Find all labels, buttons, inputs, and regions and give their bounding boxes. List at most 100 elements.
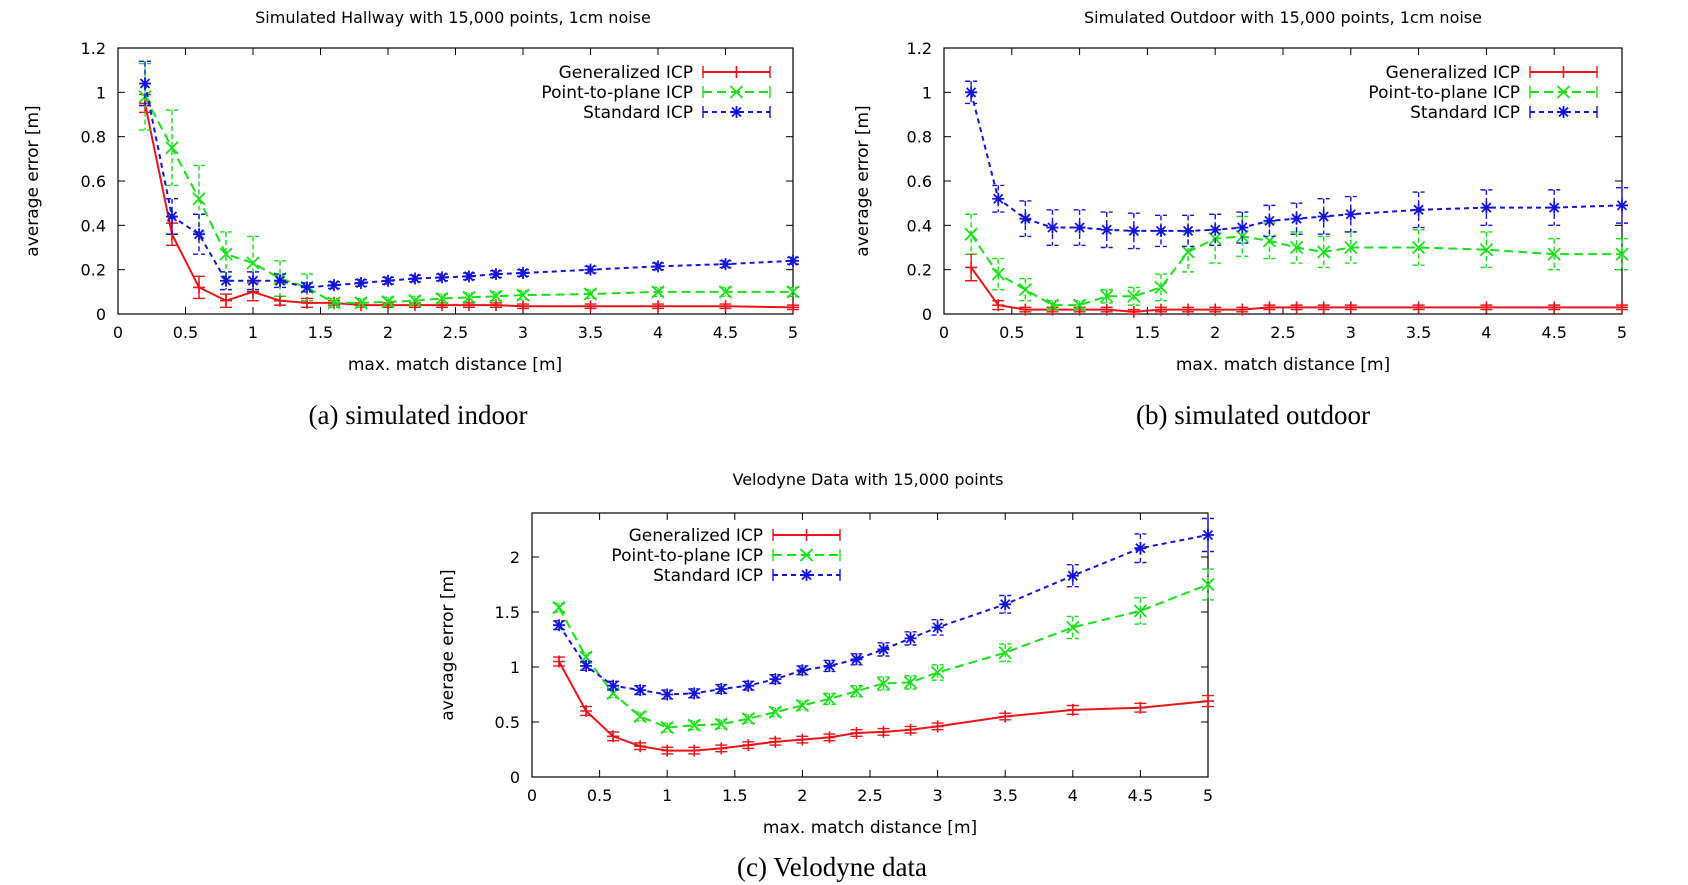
x-tick-label: 3.5 [1406, 323, 1431, 342]
y-tick-label: 0.6 [81, 172, 106, 191]
caption-c: (c) Velodyne data [737, 852, 927, 882]
data-point [1344, 301, 1357, 314]
x-tick-label: 4 [1481, 323, 1491, 342]
legend-cap [1529, 86, 1598, 98]
data-point [796, 664, 809, 677]
data-point [964, 227, 978, 241]
data-point [904, 632, 917, 645]
data-point [1344, 208, 1357, 221]
y-axis-label: average error [m] [853, 105, 873, 256]
data-point [1412, 203, 1425, 216]
error-bar [823, 692, 836, 706]
data-point [1154, 280, 1168, 295]
error-bar [992, 184, 1005, 213]
x-tick-label: 5 [788, 323, 798, 342]
legend-label: Standard ICP [1410, 103, 1520, 123]
data-point [1072, 298, 1087, 312]
chart-simulated-hallway: Simulated Hallway with 15,000 points, 1c… [23, 8, 800, 375]
data-point [849, 684, 864, 698]
error-bar [1616, 237, 1628, 271]
x-tick-label: 1 [662, 786, 672, 805]
series-line [970, 92, 1623, 232]
data-point [1045, 298, 1060, 312]
data-point [1154, 224, 1167, 237]
data-point [688, 744, 701, 757]
series-line [144, 83, 794, 289]
legend-marker [800, 569, 813, 581]
data-point [850, 653, 863, 666]
plot-frame [943, 47, 1623, 315]
data-point [409, 272, 421, 285]
data-point [1263, 301, 1276, 314]
data-point [661, 688, 674, 701]
data-point [436, 271, 448, 284]
y-tick-label: 1.2 [81, 39, 106, 58]
x-tick-label: 1 [248, 323, 258, 342]
data-point [1317, 301, 1330, 314]
y-tick-label: 0.8 [907, 128, 932, 147]
data-point [1019, 303, 1032, 316]
data-point [489, 289, 503, 303]
data-point [1127, 224, 1140, 237]
data-point [999, 710, 1012, 723]
data-point [490, 299, 502, 312]
series-point-to-plane [552, 568, 1215, 735]
legend-marker [730, 66, 743, 78]
data-point [220, 274, 232, 287]
y-tick-label: 0.4 [81, 216, 106, 235]
series-line [558, 583, 1209, 729]
data-point [1317, 245, 1331, 259]
legend-label: Point-to-plane ICP [611, 546, 763, 566]
data-point [584, 263, 597, 276]
error-bar [1182, 214, 1195, 248]
x-tick-label: 1 [1075, 323, 1085, 342]
data-point [1548, 301, 1561, 314]
data-point [787, 301, 799, 314]
chart-title: Simulated Outdoor with 15,000 points, 1c… [1084, 8, 1482, 27]
x-tick-label: 2 [383, 323, 393, 342]
data-point [1615, 247, 1629, 261]
data-point [1263, 214, 1276, 227]
data-point [1134, 542, 1147, 555]
x-tick-label: 2 [1210, 323, 1220, 342]
data-point [877, 725, 890, 738]
error-bar [1236, 211, 1249, 244]
data-point [328, 279, 340, 292]
x-tick-label: 0.5 [173, 323, 198, 342]
x-tick-label: 3 [1346, 323, 1356, 342]
y-tick-label: 1.2 [907, 39, 932, 58]
data-point [355, 276, 367, 289]
x-tick-label: 3 [933, 786, 943, 805]
x-axis-label: max. match distance [m] [763, 818, 977, 838]
y-tick-label: 0 [510, 768, 520, 787]
data-point [516, 288, 530, 302]
data-point [1344, 240, 1358, 255]
y-tick-label: 1 [922, 83, 932, 102]
legend-cap [772, 529, 841, 541]
data-point [823, 731, 836, 744]
data-point [931, 720, 944, 733]
data-point [1209, 223, 1222, 236]
error-bar [1209, 213, 1222, 246]
legend-marker [1557, 106, 1570, 118]
caption-b: (b) simulated outdoor [1136, 400, 1370, 430]
data-point [435, 291, 449, 306]
data-point [1127, 305, 1140, 318]
data-point [1133, 604, 1148, 618]
data-point [1019, 212, 1032, 225]
error-bar [904, 675, 917, 690]
data-point [742, 679, 755, 692]
legend-label: Standard ICP [583, 103, 693, 123]
x-tick-label: 4 [1068, 786, 1078, 805]
legend-marker [1557, 66, 1570, 78]
x-tick-label: 5 [1203, 786, 1213, 805]
series-standard [553, 517, 1214, 701]
data-point [719, 300, 732, 313]
x-tick-label: 5 [1617, 323, 1627, 342]
series-standard [139, 60, 799, 294]
data-point [381, 295, 395, 309]
x-tick-label: 4 [653, 323, 663, 342]
data-point [903, 675, 918, 690]
y-tick-label: 0.6 [907, 172, 932, 191]
